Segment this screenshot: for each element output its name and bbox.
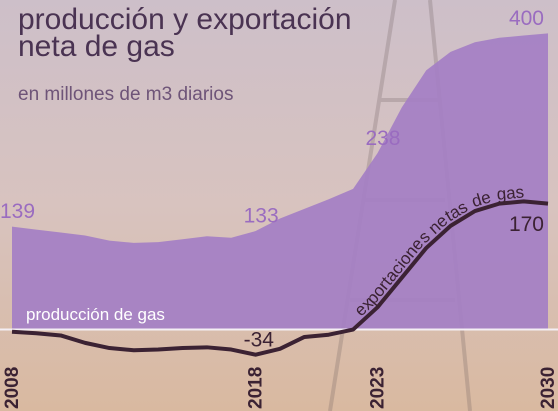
x-tick-label: 2023: [367, 367, 388, 409]
x-tick-label: 2018: [246, 367, 267, 409]
value-label: 238: [365, 127, 400, 150]
series-label: producción de gas: [26, 305, 165, 324]
page: {"chart_data": {"type": "area-line", "ti…: [0, 0, 558, 411]
value-label: 170: [509, 213, 544, 236]
value-label: -34: [244, 328, 275, 351]
value-label: 139: [0, 200, 35, 223]
chart-subtitle: en millones de m3 diarios: [18, 84, 233, 106]
value-label: 400: [509, 7, 544, 30]
chart-title: producción y exportación neta de gas: [18, 6, 418, 60]
value-label: 133: [244, 205, 279, 228]
x-tick-label: 2030: [538, 367, 558, 409]
x-tick-label: 2008: [2, 367, 23, 409]
